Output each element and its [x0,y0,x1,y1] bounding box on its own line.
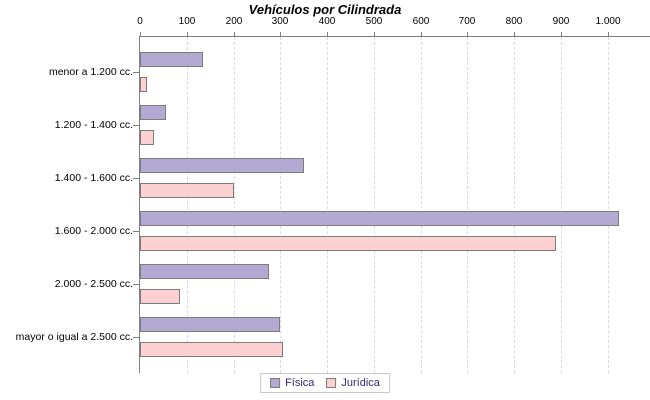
category-label-0: menor a 1.200 cc. [48,66,133,78]
bar-fisica-0 [140,52,203,67]
gridline-200 [234,37,235,373]
category-axis-tick [133,337,139,338]
gridline-900 [561,37,562,373]
gridline-700 [467,37,468,373]
bar-juridica-5 [140,342,283,357]
bar-juridica-1 [140,130,154,145]
x-axis-tick-label: 800 [505,16,523,27]
x-axis-tick-label: 300 [271,16,289,27]
bar-fisica-2 [140,158,304,173]
bar-juridica-0 [140,77,147,92]
x-axis-tick-label: 200 [225,16,243,27]
legend-item-fisica: Física [270,377,314,389]
bar-juridica-3 [140,236,556,251]
x-axis-tick [561,32,562,37]
x-axis-tick-label: 0 [137,16,143,27]
legend: Física Jurídica [260,373,390,393]
bar-juridica-4 [140,289,180,304]
x-axis-tick-label: 900 [552,16,570,27]
juridica-swatch-icon [326,378,337,388]
bar-fisica-5 [140,317,280,332]
gridline-100 [187,37,188,373]
plot-area: 0 100 200 300 400 500 600 700 800 900 1.000 [133,16,650,373]
x-axis-tick [140,32,141,37]
bar-fisica-3 [140,211,619,226]
bar-fisica-1 [140,105,166,120]
x-axis-tick [467,32,468,37]
gridline-600 [421,37,422,373]
x-axis-tick [327,32,328,37]
x-axis-tick [608,32,609,37]
gridline-500 [374,37,375,373]
legend-label-fisica: Física [285,377,315,389]
category-label-5: mayor o igual a 2.500 cc. [15,331,133,343]
x-axis-line [139,36,650,37]
x-axis-tick-label: 600 [412,16,430,27]
category-axis-tick [133,178,139,179]
fisica-swatch-icon [270,378,281,388]
x-axis-tick-label: 700 [458,16,476,27]
legend-item-juridica: Jurídica [326,377,380,389]
x-axis-tick-label: 500 [365,16,383,27]
gridline-400 [327,37,328,373]
x-axis-tick-label: 400 [318,16,336,27]
category-label-4: 2.000 - 2.500 cc. [54,278,133,290]
gridline-1.000 [608,37,609,373]
category-axis-tick [133,284,139,285]
x-axis-tick-label: 100 [178,16,196,27]
x-axis-tick [421,32,422,37]
category-label-3: 1.600 - 2.000 cc. [54,225,133,237]
x-axis-tick [514,32,515,37]
x-axis-tick [280,32,281,37]
category-label-1: 1.200 - 1.400 cc. [54,119,133,131]
gridline-300 [280,37,281,373]
gridline-800 [514,37,515,373]
x-axis-tick [187,32,188,37]
category-label-2: 1.400 - 1.600 cc. [54,172,133,184]
legend-label-juridica: Jurídica [341,377,380,389]
category-axis-tick [133,72,139,73]
chart-title: Vehículos por Cilindrada [248,2,402,17]
x-axis-tick-label: 1.000 [595,16,621,27]
x-axis-tick [374,32,375,37]
bar-fisica-4 [140,264,269,279]
category-axis-tick [133,231,139,232]
x-axis-tick [234,32,235,37]
category-axis-tick [133,125,139,126]
bar-juridica-2 [140,183,234,198]
